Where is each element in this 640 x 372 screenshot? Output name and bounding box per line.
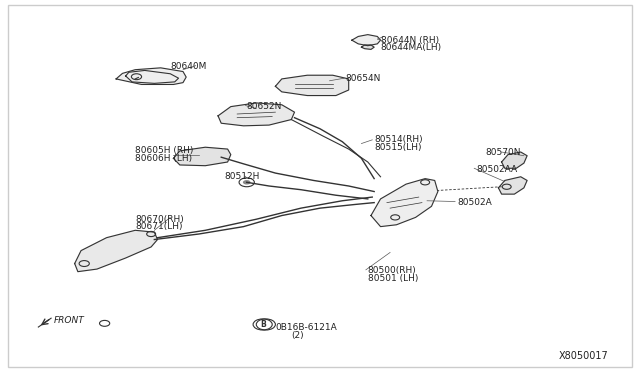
Text: 80671(LH): 80671(LH) bbox=[135, 222, 182, 231]
Polygon shape bbox=[275, 75, 349, 96]
Polygon shape bbox=[116, 68, 186, 84]
Text: 80640M: 80640M bbox=[170, 61, 207, 71]
Text: 80512H: 80512H bbox=[225, 172, 260, 181]
Text: (2): (2) bbox=[291, 331, 304, 340]
Polygon shape bbox=[362, 45, 374, 49]
Polygon shape bbox=[75, 230, 157, 272]
Polygon shape bbox=[173, 147, 231, 166]
Polygon shape bbox=[352, 35, 381, 46]
Text: 80644MA(LH): 80644MA(LH) bbox=[381, 43, 442, 52]
Text: 80515(LH): 80515(LH) bbox=[374, 143, 422, 152]
Text: 80570N: 80570N bbox=[486, 148, 521, 157]
Text: 80670(RH): 80670(RH) bbox=[135, 215, 184, 224]
Text: 80644N (RH): 80644N (RH) bbox=[381, 36, 438, 45]
Polygon shape bbox=[371, 179, 438, 227]
Polygon shape bbox=[218, 103, 294, 126]
Text: 80606H (LH): 80606H (LH) bbox=[135, 154, 193, 163]
Text: 80502A: 80502A bbox=[457, 198, 492, 207]
Text: 0B16B-6121A: 0B16B-6121A bbox=[275, 323, 337, 331]
Polygon shape bbox=[499, 177, 527, 194]
Text: 80514(RH): 80514(RH) bbox=[374, 135, 423, 144]
Text: 80652N: 80652N bbox=[246, 102, 282, 111]
Text: 80605H (RH): 80605H (RH) bbox=[135, 147, 193, 155]
Text: 80501 (LH): 80501 (LH) bbox=[368, 274, 418, 283]
Text: 80502AA: 80502AA bbox=[476, 165, 517, 174]
Circle shape bbox=[243, 180, 250, 185]
Text: 80500(RH): 80500(RH) bbox=[368, 266, 417, 275]
Text: X8050017: X8050017 bbox=[559, 351, 609, 361]
Text: FRONT: FRONT bbox=[54, 316, 84, 325]
Text: B: B bbox=[260, 320, 266, 329]
Polygon shape bbox=[502, 152, 527, 168]
Text: 80654N: 80654N bbox=[346, 74, 381, 83]
